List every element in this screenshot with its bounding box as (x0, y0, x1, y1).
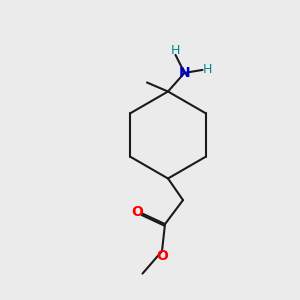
Text: O: O (131, 205, 143, 219)
Text: N: N (179, 66, 190, 80)
Text: H: H (202, 63, 212, 76)
Text: H: H (171, 44, 180, 57)
Text: O: O (157, 250, 169, 263)
